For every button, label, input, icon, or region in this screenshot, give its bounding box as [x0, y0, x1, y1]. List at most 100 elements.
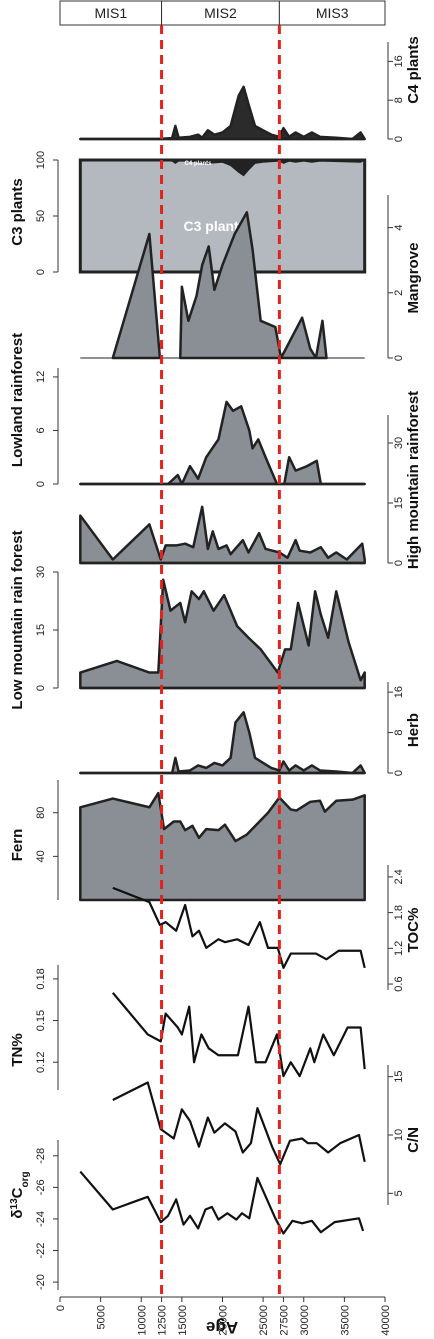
panel-c3	[53, 158, 367, 274]
panel-label: δ13Corg	[9, 1171, 31, 1218]
panel-label: Low mountain rain forest	[9, 530, 26, 709]
x-tick-label: 12500	[157, 1305, 169, 1336]
y-tick-label: 0.12	[35, 1052, 47, 1073]
x-tick-label: 25000	[258, 1305, 270, 1336]
y-tick-label: 0.18	[35, 968, 47, 989]
y-tick-label: 2.4	[393, 869, 405, 884]
series-line	[79, 1170, 365, 1235]
y-tick-label: -26	[35, 1179, 47, 1195]
mis-cell	[161, 0, 280, 26]
y-axis-c4	[387, 42, 393, 140]
y-tick-label: 0.15	[35, 1010, 47, 1031]
y-tick-label: 30	[393, 437, 405, 449]
mis-label: MIS3	[316, 5, 349, 21]
series-area	[79, 711, 366, 775]
series-area	[79, 85, 366, 141]
y-tick-label: 100	[35, 151, 47, 169]
y-tick-label: 16	[393, 55, 405, 67]
panel-label: Mangrove	[405, 243, 422, 314]
y-tick-label: 0	[35, 685, 47, 691]
series-area	[79, 578, 366, 690]
series-line	[111, 992, 366, 1078]
y-tick-label: 1.8	[393, 905, 405, 920]
series-area	[79, 505, 366, 565]
y-axis-herb	[387, 682, 393, 774]
panel-label: C4 plants	[405, 36, 422, 104]
panel-label: Fern	[9, 829, 26, 862]
x-tick-label: 10000	[136, 1305, 148, 1336]
y-tick-label: -24	[35, 1211, 47, 1227]
y-tick-label: 0	[393, 560, 405, 566]
panel-d13c: δ13Corg	[9, 1140, 365, 1290]
y-axis-c3	[53, 159, 59, 273]
series-line	[112, 1081, 366, 1166]
y-axis-tn	[53, 965, 59, 1090]
series-area	[79, 400, 366, 486]
mis-label: MIS2	[204, 5, 237, 21]
x-tick-label: 15000	[177, 1305, 189, 1336]
y-tick-label: 30	[35, 566, 47, 578]
panel-label: Herb	[405, 713, 422, 747]
y-tick-label: -22	[35, 1243, 47, 1259]
panel-label: High mountain rainforest	[405, 391, 422, 569]
y-tick-label: 12	[35, 371, 47, 383]
y-tick-label: 0	[393, 136, 405, 142]
y-tick-label: 15	[393, 1071, 405, 1083]
panel-mangrove	[80, 195, 393, 360]
y-tick-label: 15	[393, 497, 405, 509]
y-tick-label: 80	[35, 807, 47, 819]
x-tick-label: 0	[55, 1305, 67, 1311]
y-axis-lowland	[53, 368, 59, 485]
x-tick-label: 35000	[339, 1305, 351, 1336]
y-tick-label: 0	[393, 355, 405, 361]
y-tick-label: 40	[35, 850, 47, 862]
y-tick-label: 4	[393, 225, 405, 231]
panel-lowland	[53, 368, 366, 486]
series-line	[112, 886, 366, 969]
c3-area	[78, 158, 367, 274]
series-area	[179, 211, 328, 360]
y-axis-toc	[387, 865, 393, 990]
panel-fern	[53, 780, 366, 902]
mis-label: MIS1	[94, 5, 127, 21]
y-tick-label: 16	[393, 686, 405, 698]
y-tick-label: 0	[35, 481, 47, 487]
panel-c4	[79, 42, 393, 141]
x-tick-label: 30000	[299, 1305, 311, 1336]
c4-band	[80, 159, 365, 177]
y-tick-label: 0.6	[393, 976, 405, 991]
panel-label: C/N	[405, 1127, 422, 1153]
panel-label: TN%	[9, 1033, 26, 1066]
y-tick-label: 6	[35, 427, 47, 433]
x-axis-label: Age	[206, 1318, 238, 1337]
y-tick-label: 8	[393, 97, 405, 103]
panel-lowmtn	[53, 571, 366, 690]
x-tick-label: 27500	[278, 1305, 290, 1336]
y-axis-cn	[387, 1065, 393, 1205]
x-tick-label: 20000	[218, 1305, 230, 1336]
panel-label: TOC%	[405, 908, 422, 953]
y-axis-lowmtn	[53, 571, 59, 689]
y-axis-highmtn	[387, 415, 393, 564]
y-tick-label: 8	[393, 729, 405, 735]
y-tick-label: 0	[35, 269, 47, 275]
y-tick-label: 5	[393, 1190, 405, 1196]
panel-herb	[79, 682, 393, 775]
x-tick-label: 5000	[96, 1305, 108, 1329]
y-tick-label: 50	[35, 210, 47, 222]
mis-cell	[59, 0, 163, 26]
y-axis-mangrove	[387, 195, 393, 359]
y-axis-d13c	[53, 1140, 59, 1290]
c4-band-label: C4 plants	[184, 161, 212, 167]
x-tick-label: 40000	[380, 1305, 392, 1336]
y-tick-label: 0	[393, 770, 405, 776]
panel-highmtn	[79, 415, 393, 565]
y-tick-label: -20	[35, 1274, 47, 1290]
panel-tn	[53, 965, 366, 1090]
y-tick-label: 15	[35, 624, 47, 636]
y-tick-label: -28	[35, 1148, 47, 1164]
panel-toc	[112, 865, 393, 990]
x-axis	[59, 1296, 386, 1302]
